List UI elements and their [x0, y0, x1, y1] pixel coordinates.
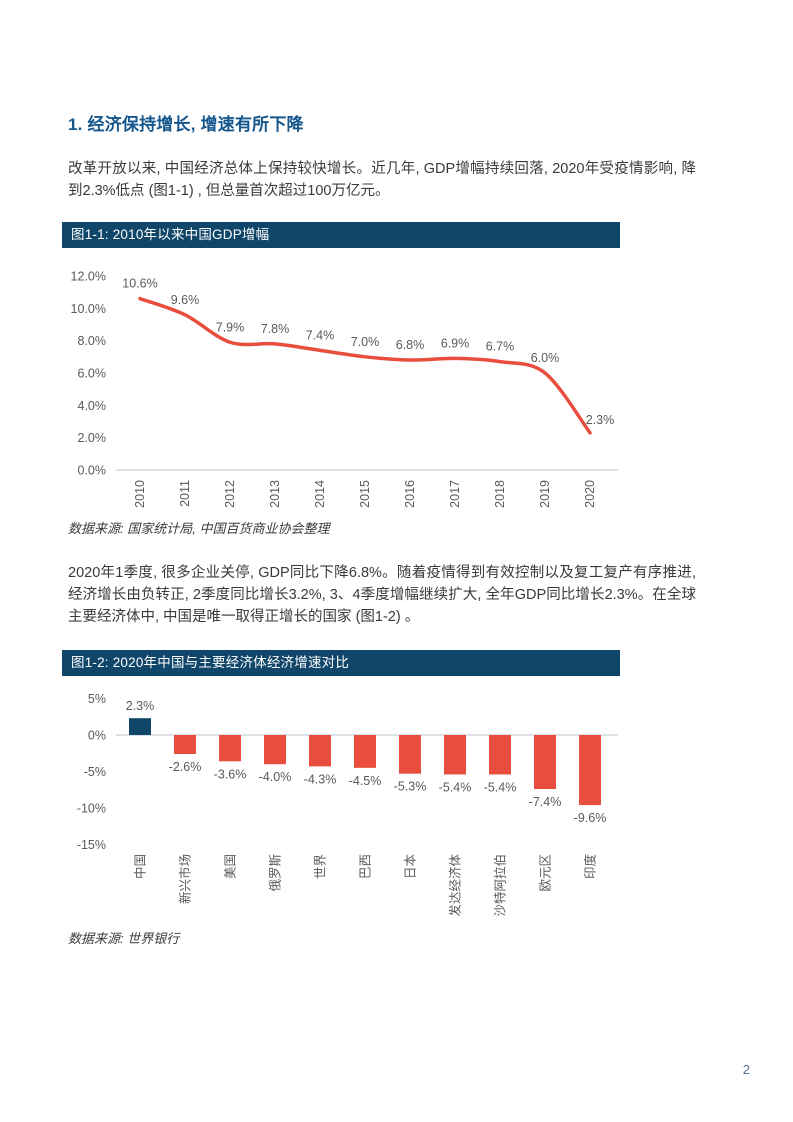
data-label: -4.3% — [304, 772, 337, 786]
x-category-label: 印度 — [583, 854, 598, 880]
y-tick-label: 5% — [88, 692, 106, 706]
x-tick-label: 2015 — [358, 480, 372, 508]
y-tick-label: 0.0% — [78, 464, 107, 478]
figure-1-title-bar: 图1-1: 2010年以来中国GDP增幅 — [62, 222, 620, 248]
bar — [534, 735, 556, 790]
bar — [174, 735, 196, 754]
data-label: -5.4% — [484, 780, 517, 794]
bar — [219, 735, 241, 762]
x-tick-label: 2020 — [583, 480, 597, 508]
x-category-label: 新兴市场 — [178, 854, 193, 904]
x-category-label: 沙特阿拉伯 — [493, 854, 508, 917]
bar — [264, 735, 286, 765]
bar — [579, 735, 601, 806]
page-number: 2 — [742, 1062, 750, 1077]
growth-bar-chart: 5%0%-5%-10%-15%2.3%-2.6%-3.6% -4.0% -4.3% -… — [77, 692, 618, 917]
x-tick-label: 2018 — [493, 480, 507, 508]
data-label: -3.6% — [214, 767, 247, 781]
x-category-label: 巴西 — [359, 854, 373, 879]
x-category-label: 俄罗斯 — [269, 854, 283, 892]
data-label: 9.6% — [171, 293, 200, 307]
bar — [399, 735, 421, 774]
figure-2: 图1-2: 2020年中国与主要经济体经济增速对比 5% 0% -5% -10% -15… — [62, 650, 620, 926]
x-category-label: 日本 — [404, 854, 418, 880]
y-tick-label: 12.0% — [71, 269, 106, 283]
paragraph-2020-quarters: 2020年1季度, 很多企业关停, GDP同比下降6.8%。随着疫情得到有效控制… — [68, 565, 696, 625]
bar — [309, 735, 331, 767]
figure-1-source: 数据来源: 国家统计局, 中国百货商业协会整理 — [68, 521, 330, 536]
data-label: -4.5% — [349, 774, 382, 788]
y-tick-label: -10% — [77, 802, 106, 816]
y-tick-label: 4.0% — [78, 399, 107, 413]
y-tick-label: 2.0% — [78, 431, 107, 445]
x-category-label: 世界 — [314, 854, 328, 880]
x-tick-label: 2013 — [268, 480, 282, 508]
figure-2-title-bar: 图1-2: 2020年中国与主要经济体经济增速对比 — [62, 650, 620, 676]
figure-1: 图1-1: 2010年以来中国GDP增幅 12.0% 10.0% 8.0% 6.0% 4… — [62, 222, 620, 514]
figure-2-source: 数据来源: 世界银行 — [68, 931, 180, 946]
y-tick-label: 0% — [88, 729, 106, 743]
section-heading: 1. 经济保持增长, 增速有所下降 — [68, 115, 304, 134]
data-label: 6.7% — [486, 340, 515, 354]
bar — [444, 735, 466, 775]
bar — [129, 718, 151, 735]
y-tick-label: -5% — [84, 765, 106, 779]
x-category-label: 发达经济体 — [448, 854, 463, 917]
data-label: 6.9% — [441, 336, 470, 350]
data-label: 7.9% — [216, 320, 245, 334]
data-label: -4.0% — [259, 770, 292, 784]
data-label: -5.4% — [439, 780, 472, 794]
gdp-line-series — [138, 296, 592, 435]
x-category-label: 中国 — [133, 854, 148, 879]
data-label: 7.8% — [261, 322, 290, 336]
x-category-label: 美国 — [224, 854, 238, 879]
bar — [489, 735, 511, 775]
data-label: -7.4% — [529, 795, 562, 809]
paragraph-gdp-overview: 改革开放以来, 中国经济总体上保持较快增长。近几年, GDP增幅持续回落, 20… — [68, 161, 696, 199]
data-label: 6.8% — [396, 338, 425, 352]
y-tick-label: 6.0% — [78, 366, 107, 380]
x-tick-label: 2011 — [178, 480, 192, 507]
data-label: -9.6% — [574, 811, 607, 825]
bar — [354, 735, 376, 768]
y-tick-label: 8.0% — [78, 334, 107, 348]
data-label: 7.0% — [351, 335, 380, 349]
data-label: 7.4% — [306, 328, 335, 342]
x-category-label: 欧元区 — [539, 854, 553, 892]
data-label: 6.0% — [531, 351, 560, 365]
x-tick-label: 2016 — [403, 480, 417, 508]
x-tick-label: 2010 — [133, 480, 147, 508]
y-tick-label: -15% — [77, 838, 106, 852]
x-tick-label: 2019 — [538, 480, 552, 508]
x-tick-label: 2017 — [448, 480, 462, 508]
data-label: -2.6% — [169, 760, 202, 774]
gdp-line-chart: 12.0% 10.0% 8.0% 6.0% 4.0% 2.0% 0.0% 2010 2011 20… — [71, 269, 618, 508]
data-label: -5.3% — [394, 780, 427, 794]
data-label: 2.3% — [586, 413, 615, 427]
data-label: 2.3% — [126, 699, 155, 713]
data-label: 10.6% — [122, 277, 157, 291]
x-tick-label: 2014 — [313, 480, 327, 508]
y-tick-label: 10.0% — [71, 302, 106, 316]
x-tick-label: 2012 — [223, 480, 237, 508]
